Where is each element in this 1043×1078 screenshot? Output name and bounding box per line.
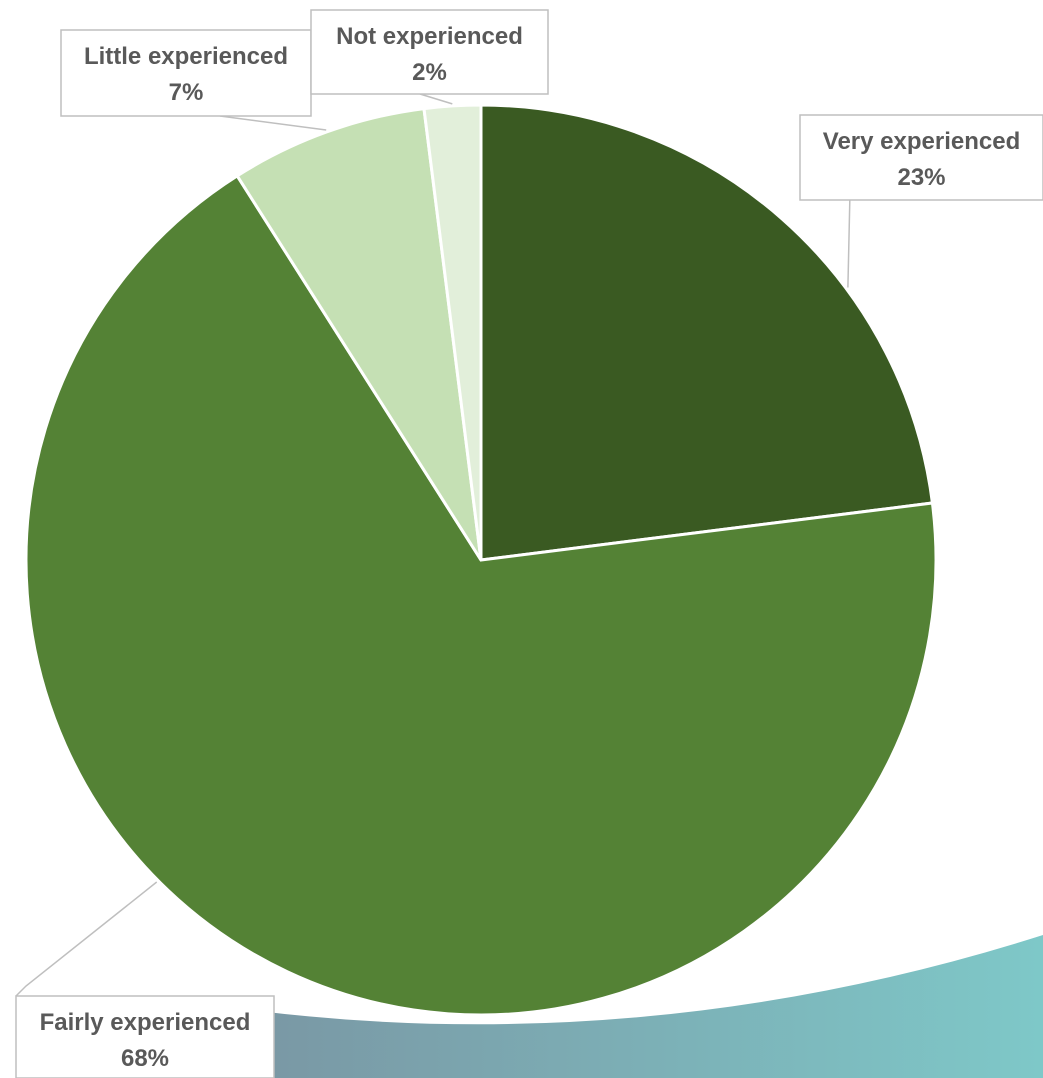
label-box-fairly-experienced [15, 995, 275, 1078]
leader-line-fairly-experienced [15, 881, 158, 997]
label-box-very-experienced [799, 114, 1043, 201]
pie-slices [24, 103, 938, 1017]
pie-slice-very-experienced [479, 103, 935, 562]
slice-value-fairly-experienced: 68% [121, 1045, 169, 1072]
slice-value-little-experienced: 7% [169, 79, 204, 106]
pie-slice-not-experienced [422, 103, 483, 561]
pie-slice-little-experienced [235, 106, 483, 561]
slice-value-not-experienced: 2% [412, 59, 447, 86]
slice-label-very-experienced: Very experienced [823, 128, 1020, 155]
slice-label-fairly-experienced: Fairly experienced [40, 1009, 251, 1036]
pie-slice-fairly-experienced [24, 173, 938, 1017]
label-box-little-experienced [60, 29, 312, 117]
label-box-not-experienced [310, 9, 549, 95]
slice-label-not-experienced: Not experienced [336, 23, 523, 50]
slice-label-little-experienced: Little experienced [84, 43, 288, 70]
slice-value-very-experienced: 23% [897, 164, 945, 191]
background-photo-strip [250, 935, 1043, 1078]
leader-line-very-experienced [847, 191, 1043, 288]
data-labels: Very experienced 23% Fairly experienced 68%… [15, 9, 1043, 1078]
